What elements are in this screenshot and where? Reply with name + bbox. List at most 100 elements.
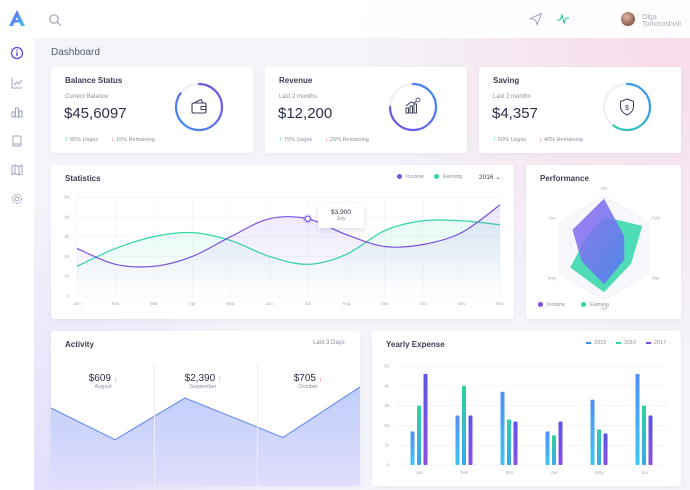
y-tick-label: 4k bbox=[64, 214, 70, 219]
x-tick-label: Dec bbox=[496, 301, 505, 306]
progress-ring bbox=[388, 82, 438, 132]
x-tick-label: May bbox=[227, 301, 236, 306]
legend-income[interactable]: Income bbox=[397, 174, 424, 180]
bar-2017-apr bbox=[558, 421, 563, 465]
legend-swatch bbox=[646, 341, 651, 344]
legend-2015[interactable]: 2015 bbox=[586, 340, 606, 346]
y-tick-label: 2k bbox=[384, 423, 390, 428]
chevron-down-icon: ⌄ bbox=[495, 174, 501, 181]
chart-tooltip: $3,900 July bbox=[318, 204, 364, 228]
radar-axis-label: Feb bbox=[652, 216, 660, 221]
y-tick-label: 1k bbox=[64, 274, 70, 279]
radar-axis-label: May bbox=[548, 276, 557, 281]
x-tick-label: Jun bbox=[266, 301, 274, 306]
x-tick-label: Jul bbox=[305, 301, 311, 306]
legend-earning[interactable]: Earning bbox=[581, 302, 609, 308]
radar-series-income bbox=[572, 198, 625, 285]
bar-2015-apr bbox=[545, 431, 550, 465]
book-icon[interactable] bbox=[10, 134, 24, 148]
statistics-chart: 5k 4k 3k 2k 1k 0 Jan Feb Mar Apr May Jun Jul Aug Sep Oc… bbox=[64, 195, 505, 307]
x-tick-label: Apr bbox=[551, 470, 559, 475]
activity-line bbox=[51, 386, 360, 441]
legend-income[interactable]: Income bbox=[538, 302, 565, 308]
wallet-icon bbox=[191, 98, 207, 114]
progress-ring-arc bbox=[388, 82, 438, 132]
activity-range[interactable]: Last 3 Days bbox=[313, 340, 345, 346]
card-subtitle: Last 2 months bbox=[493, 94, 531, 100]
progress-ring-arc bbox=[174, 82, 224, 132]
arrow-down-icon: ↓ bbox=[539, 136, 543, 143]
performance-radar-chart: Jun Feb Mar Apr May Jun bbox=[548, 186, 661, 311]
user-name[interactable]: Olga Tomoroshvili bbox=[642, 14, 681, 28]
card-title: Activity bbox=[65, 340, 94, 349]
legend-dot bbox=[538, 302, 543, 308]
info-icon[interactable] bbox=[10, 46, 24, 60]
x-tick-label: Jan bbox=[73, 301, 81, 306]
legend-swatch bbox=[586, 341, 591, 344]
x-tick-label: May bbox=[595, 470, 604, 475]
radar-axis-label: Jun bbox=[600, 186, 608, 191]
card-subtitle: Current Balance bbox=[65, 94, 109, 100]
search-icon[interactable] bbox=[48, 13, 62, 27]
tooltip-label: July bbox=[336, 216, 346, 222]
app-logo-icon[interactable] bbox=[8, 9, 26, 27]
legend-dot bbox=[581, 302, 586, 308]
card-usage: ↑ 75% Usges bbox=[279, 136, 313, 143]
growth-chart-icon bbox=[405, 97, 421, 114]
sidebar bbox=[0, 0, 34, 490]
year-select[interactable]: 2016 ⌄ bbox=[479, 174, 501, 181]
x-tick-label: Mar bbox=[150, 301, 158, 306]
arrow-up-icon: ↑ bbox=[493, 136, 497, 143]
activity-area bbox=[51, 387, 360, 486]
saving-card: Saving Last 2 months $4,357 ↑ 60% Usges … bbox=[479, 67, 681, 153]
legend-2017[interactable]: 2017 bbox=[646, 340, 666, 346]
arrow-up-icon: ↑ bbox=[65, 136, 69, 143]
card-title: Yearly Expense bbox=[386, 340, 445, 349]
x-tick-label: Sep bbox=[381, 301, 390, 306]
bar-2016-feb bbox=[462, 385, 466, 465]
tooltip-value: $3,900 bbox=[331, 209, 351, 216]
bar-2017-mar bbox=[513, 421, 518, 465]
activity-item-september: $2,390 ↑ September bbox=[184, 373, 222, 390]
legend-dot bbox=[434, 174, 439, 180]
legend-2016[interactable]: 2016 bbox=[616, 340, 636, 346]
revenue-card: Revenue Last 2 months $12,200 ↑ 75% Usge… bbox=[265, 67, 467, 153]
avatar[interactable] bbox=[621, 12, 635, 26]
topbar: Olga Tomoroshvili bbox=[34, 0, 690, 38]
bar-2016-may bbox=[597, 429, 601, 465]
card-title: Revenue bbox=[279, 76, 313, 85]
card-title: Performance bbox=[540, 174, 589, 183]
radar-axis-label: Jun bbox=[548, 216, 556, 221]
divider bbox=[154, 364, 155, 486]
divider bbox=[257, 364, 258, 486]
legend-swatch bbox=[616, 341, 621, 344]
card-title: Balance Status bbox=[65, 76, 123, 85]
svg-text:$: $ bbox=[625, 105, 629, 112]
activity-pulse-icon[interactable] bbox=[556, 12, 570, 26]
y-tick-label: 0 bbox=[386, 463, 389, 468]
bar-2015-mar bbox=[500, 391, 505, 465]
bar-2015-feb bbox=[455, 415, 460, 465]
bar-2016-apr bbox=[552, 435, 556, 465]
card-title: Saving bbox=[493, 76, 520, 85]
map-icon[interactable] bbox=[10, 163, 24, 177]
send-icon[interactable] bbox=[529, 12, 543, 26]
card-value: $4,357 bbox=[492, 105, 538, 122]
x-tick-label: Feb bbox=[112, 301, 120, 306]
settings-icon[interactable] bbox=[10, 192, 24, 206]
legend-earning[interactable]: Earning bbox=[434, 174, 462, 180]
bar-2015-jun bbox=[635, 373, 640, 465]
arrow-up-icon: ↑ bbox=[217, 376, 222, 383]
activity-item-october: $705 ↓ October bbox=[293, 373, 323, 390]
y-tick-label: 1k bbox=[384, 443, 390, 448]
bar-2017-jan bbox=[423, 373, 428, 465]
card-remaining: ↓ 15% Remaining bbox=[111, 136, 155, 143]
bar-chart-icon[interactable] bbox=[10, 105, 24, 119]
legend-dot bbox=[397, 174, 402, 180]
radar-axis-label: Apr bbox=[600, 306, 608, 311]
arrow-down-icon: ↓ bbox=[113, 376, 118, 383]
x-tick-label: Mar bbox=[506, 470, 514, 475]
y-tick-label: 5k bbox=[384, 364, 390, 369]
x-tick-label: Aug bbox=[342, 301, 351, 306]
chart-line-icon[interactable] bbox=[10, 76, 24, 90]
